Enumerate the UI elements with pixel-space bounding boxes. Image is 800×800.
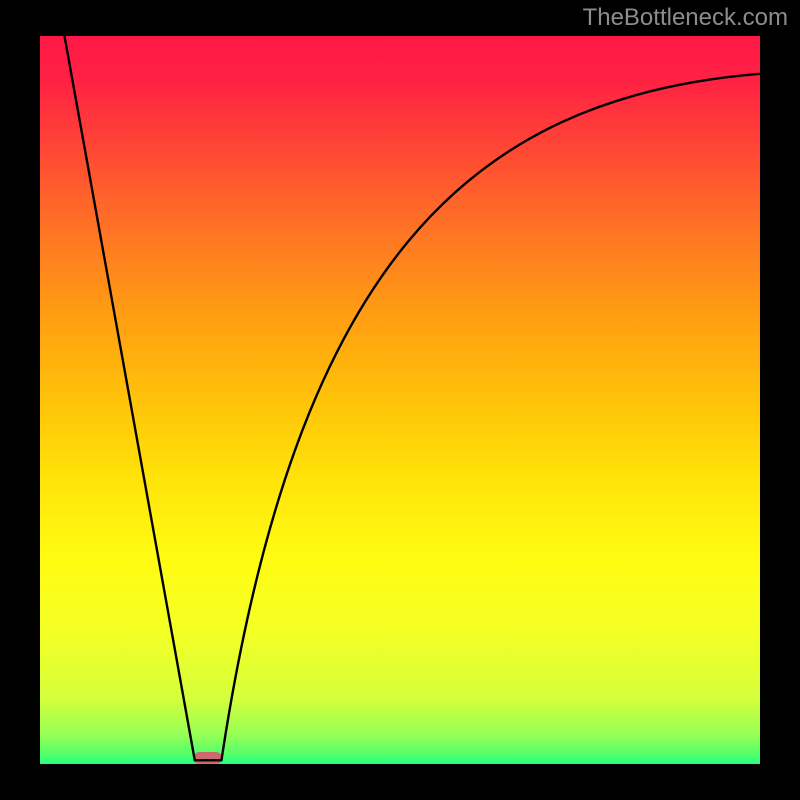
chart-svg <box>40 36 760 764</box>
chart-frame: TheBottleneck.com <box>0 0 800 800</box>
watermark-text: TheBottleneck.com <box>583 4 788 32</box>
optimal-marker <box>193 752 222 764</box>
gradient-background <box>40 36 760 764</box>
plot-area <box>40 36 760 764</box>
